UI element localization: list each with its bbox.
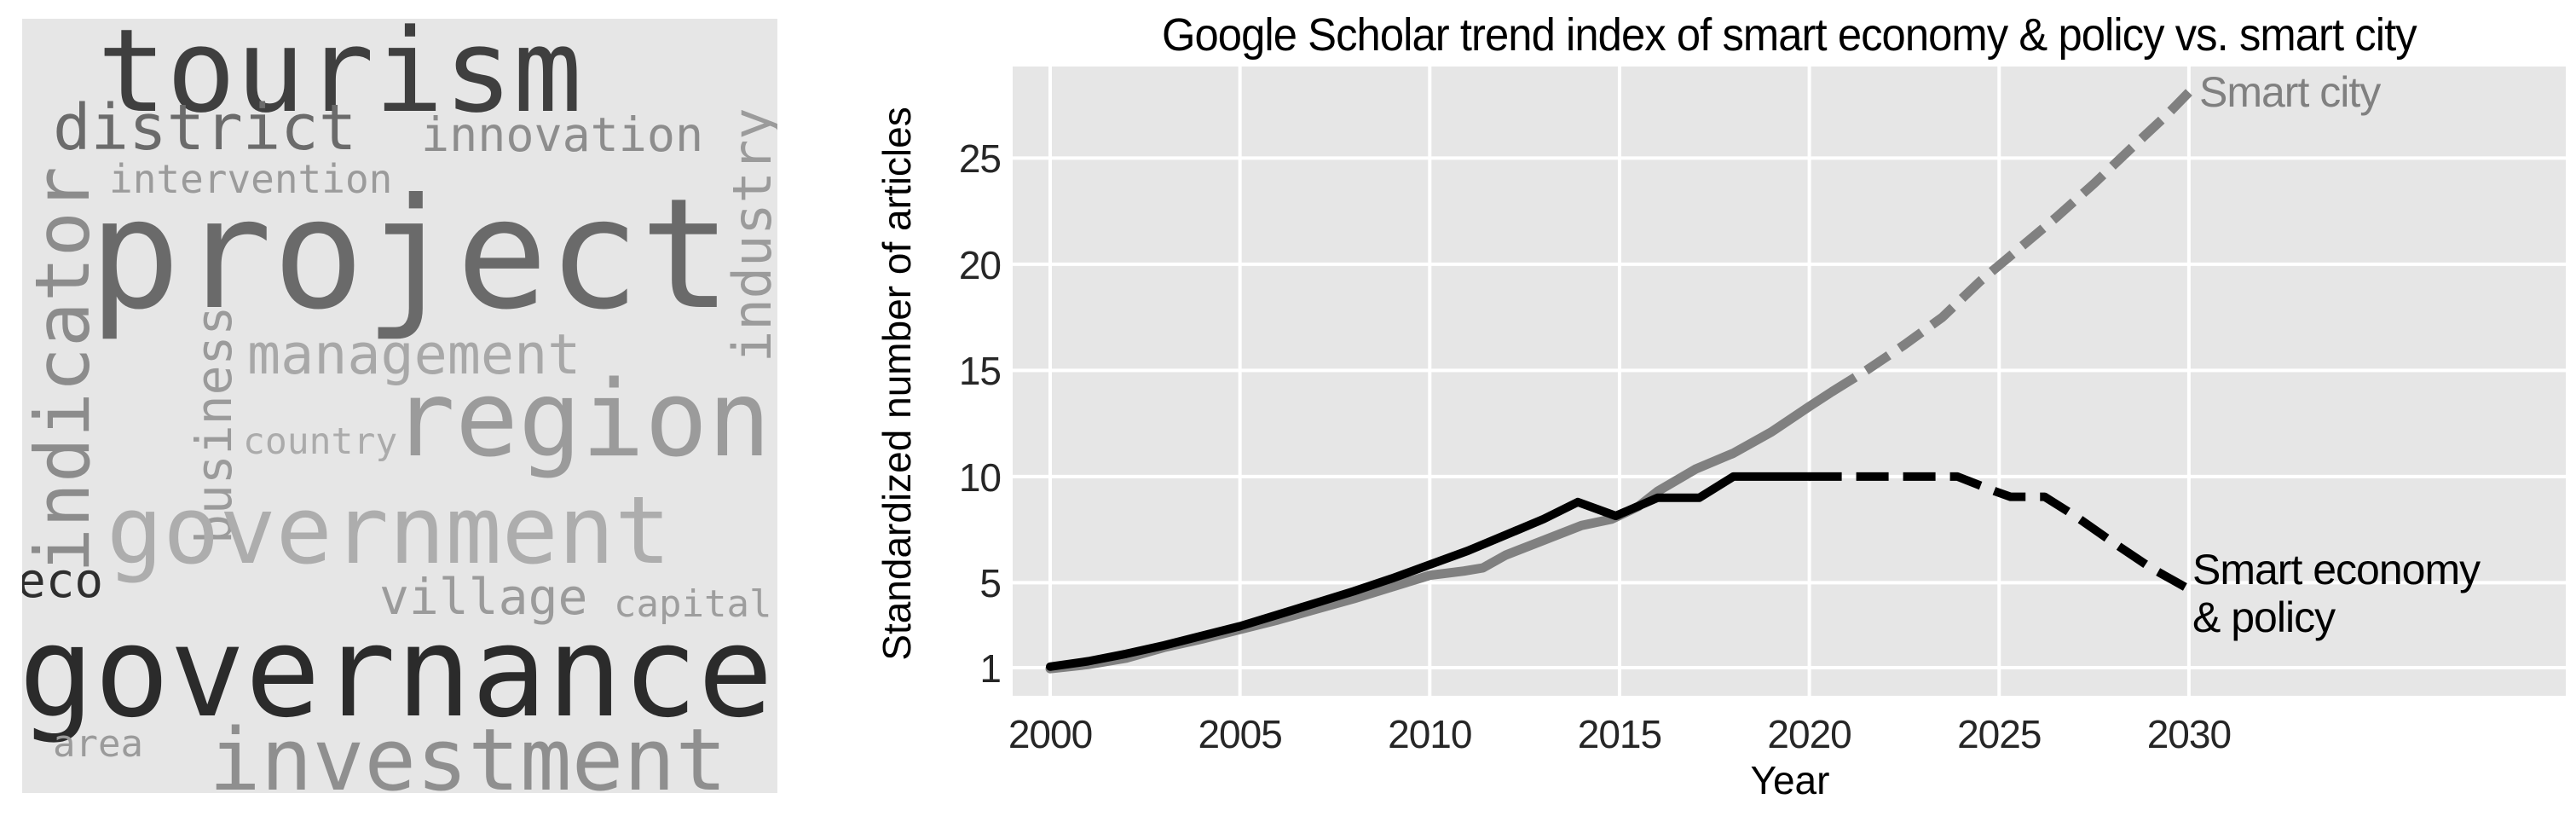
y-tick-label-15: 15 [958,349,1002,394]
wordcloud-word-intervention: intervention [109,156,393,202]
x-tick-label-2010: 2010 [1388,712,1472,756]
y-tick-label-10: 10 [958,454,1002,500]
series-line-dashed-smart-city [1829,89,2192,396]
annotation-label-smart-city: Smart city [2199,68,2381,116]
x-axis-title: Year [1750,758,1830,802]
wordcloud-word-government: government [107,476,672,585]
chart-title-text: Google Scholar trend index of smart econ… [1162,9,2417,61]
y-tick-label-25: 25 [958,136,1002,182]
wordcloud-word-governance: governance [22,599,774,745]
annotation-line: Smart city [2199,68,2381,116]
x-tick-label-2025: 2025 [1957,712,2042,756]
annotation-label-smart-economy-policy: Smart economy & policy [2192,546,2481,641]
wordcloud-word-project: project [89,166,732,344]
word-cloud-panel: tourism district innovation intervention pro… [22,19,777,793]
wordcloud-word-eco: eco [22,553,104,609]
x-tick-label-2030: 2030 [2146,712,2232,756]
y-tick-label-1: 1 [979,646,1002,691]
wordcloud-word-village: village [379,568,588,626]
chart-title: Google Scholar trend index of smart econ… [1013,9,2566,61]
wordcloud-word-innovation: innovation [421,107,704,162]
x-tick-label-2005: 2005 [1198,712,1282,756]
x-tick-label-2020: 2020 [1767,712,1851,756]
chart-panel-background [1013,67,2566,696]
wordcloud-word-region: region [392,359,771,481]
wordcloud-word-tourism: tourism [97,19,582,138]
x-tick-label-2000: 2000 [1008,712,1093,756]
y-tick-label-20: 20 [958,242,1002,287]
annotation-line: & policy [2192,593,2336,641]
x-tick-label-2015: 2015 [1577,712,1662,756]
y-tick-label-5: 5 [979,561,1002,606]
wordcloud-word-management: management [247,323,581,387]
wordcloud-word-district: district [53,91,357,165]
wordcloud-word-capital: capital [614,582,772,626]
wordcloud-word-country: country [243,420,398,463]
series-line-dashed-smart-economy-policy [1809,472,2187,591]
annotation-line: Smart economy [2192,546,2481,593]
wordcloud-word-investment: investment [209,709,728,794]
series-line-solid-smart-economy-policy [1046,472,1814,671]
wordcloud-word-area: area [53,722,143,766]
